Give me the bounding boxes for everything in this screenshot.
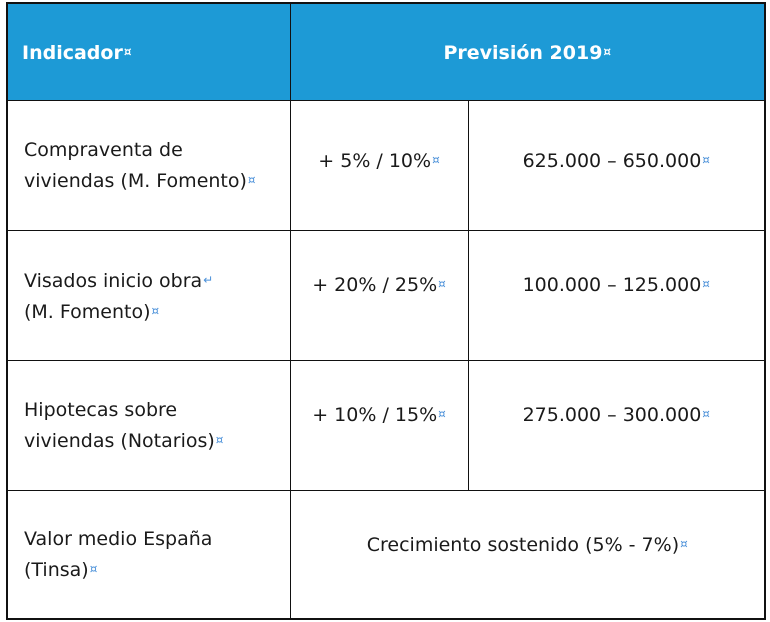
row-label-line2: (M. Fomento)¤ xyxy=(24,300,160,323)
cell-end-mark: ¤ xyxy=(438,407,446,421)
row-label-cell: Compraventa de viviendas (M. Fomento)¤ xyxy=(6,100,291,231)
row-label-line1: Compraventa de xyxy=(24,139,183,161)
row-label-line1: Visados inicio obra↵ xyxy=(24,269,214,292)
row-range-cell: 100.000 – 125.000¤ xyxy=(467,230,766,361)
header-forecast-cell: Previsión 2019¤ xyxy=(289,2,766,101)
row-label-line1: Valor medio España xyxy=(24,527,213,550)
cell-end-mark: ¤ xyxy=(702,277,710,291)
header-indicator-text: Indicador xyxy=(22,41,123,64)
row-pct-cell: + 10% / 15%¤ xyxy=(289,360,469,491)
cell-end-mark: ¤ xyxy=(247,173,256,187)
row-label-line2: (Tinsa)¤ xyxy=(24,558,98,581)
row-range-text: 100.000 – 125.000 xyxy=(522,274,702,296)
table-row: Hipotecas sobre viviendas (Notarios)¤ + … xyxy=(6,360,766,491)
row-pct-text: + 10% / 15% xyxy=(312,404,438,426)
header-indicator-cell: Indicador¤ xyxy=(6,2,291,101)
row-merged-text: Crecimiento sostenido (5% - 7%) xyxy=(366,534,680,556)
cell-end-mark: ¤ xyxy=(432,153,440,167)
row-label-cell: Valor medio España (Tinsa)¤ xyxy=(6,490,291,619)
cell-end-mark: ¤ xyxy=(680,537,688,551)
cell-end-mark: ¤ xyxy=(702,153,710,167)
row-label-cell: Hipotecas sobre viviendas (Notarios)¤ xyxy=(6,360,291,491)
cell-end-mark: ¤ xyxy=(215,433,224,447)
row-pct-cell: + 20% / 25%¤ xyxy=(289,230,469,361)
table-row: Compraventa de viviendas (M. Fomento)¤ +… xyxy=(6,100,766,231)
cell-end-mark: ¤ xyxy=(123,44,132,59)
row-pct-text: + 20% / 25% xyxy=(312,274,438,296)
row-range-text: 625.000 – 650.000 xyxy=(522,150,702,172)
table-row: Visados inicio obra↵ (M. Fomento)¤ + 20%… xyxy=(6,230,766,361)
row-range-cell: 275.000 – 300.000¤ xyxy=(467,360,766,491)
row-label-line2: viviendas (Notarios)¤ xyxy=(24,430,224,452)
row-merged-cell: Crecimiento sostenido (5% - 7%)¤ xyxy=(289,490,766,619)
cell-end-mark: ¤ xyxy=(603,44,612,59)
row-range-text: 275.000 – 300.000 xyxy=(522,404,702,426)
header-forecast-text: Previsión 2019 xyxy=(443,41,603,64)
line-break-mark: ↵ xyxy=(203,272,214,287)
row-label-line2: viviendas (M. Fomento)¤ xyxy=(24,170,256,192)
table-row: Valor medio España (Tinsa)¤ Crecimiento … xyxy=(6,490,766,619)
cell-end-mark: ¤ xyxy=(702,407,710,421)
row-pct-text: + 5% / 10% xyxy=(318,150,432,172)
row-label-line1: Hipotecas sobre xyxy=(24,399,178,421)
row-range-cell: 625.000 – 650.000¤ xyxy=(467,100,766,231)
row-pct-cell: + 5% / 10%¤ xyxy=(289,100,469,231)
forecast-table: Indicador¤ Previsión 2019¤ Compraventa d… xyxy=(6,2,766,620)
table-header-row: Indicador¤ Previsión 2019¤ xyxy=(6,2,766,101)
cell-end-mark: ¤ xyxy=(151,303,160,318)
row-label-cell: Visados inicio obra↵ (M. Fomento)¤ xyxy=(6,230,291,361)
cell-end-mark: ¤ xyxy=(438,277,446,291)
cell-end-mark: ¤ xyxy=(89,561,98,576)
